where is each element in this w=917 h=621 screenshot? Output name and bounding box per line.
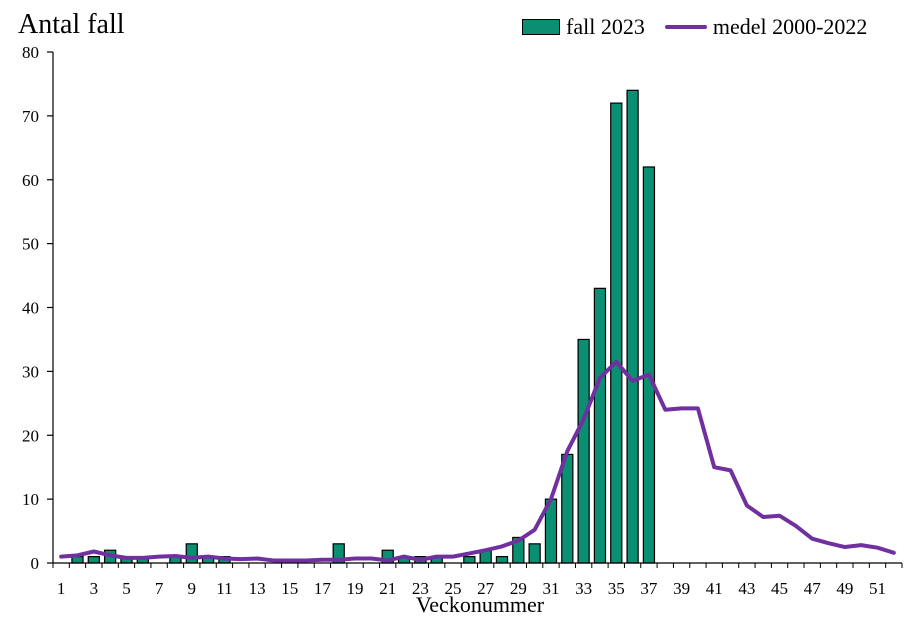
x-tick-label-7: 7: [155, 579, 164, 598]
x-tick-label-43: 43: [738, 579, 755, 598]
y-tick-label-50: 50: [22, 235, 39, 254]
y-tick-label-0: 0: [31, 554, 40, 573]
bar-week-34: [593, 287, 607, 564]
bar-week-3: [87, 556, 100, 564]
x-tick-label-39: 39: [673, 579, 690, 598]
legend-bar-swatch: [522, 19, 560, 35]
bar-week-28: [495, 556, 509, 564]
y-tick-label-30: 30: [22, 362, 39, 381]
bar-week-33: [577, 338, 590, 564]
legend-label-line: medel 2000-2022: [712, 14, 868, 39]
x-tick-label-13: 13: [249, 579, 266, 598]
y-tick-label-20: 20: [22, 426, 39, 445]
x-tick-label-51: 51: [869, 579, 886, 598]
bar-week-26: [463, 556, 476, 564]
y-tick-label-80: 80: [22, 43, 39, 62]
bar-week-37: [642, 166, 656, 564]
x-tick-label-29: 29: [510, 579, 527, 598]
bar-week-36: [626, 89, 639, 564]
x-tick-label-9: 9: [188, 579, 197, 598]
x-tick-label-19: 19: [347, 579, 364, 598]
legend: fall 2023 medel 2000-2022: [522, 14, 867, 40]
legend-line-swatch: [664, 25, 707, 29]
legend-label-bars: fall 2023: [566, 14, 645, 39]
x-tick-label-35: 35: [608, 579, 625, 598]
x-tick-label-25: 25: [445, 579, 462, 598]
bar-week-9: [185, 543, 198, 564]
x-tick-label-31: 31: [542, 579, 559, 598]
x-tick-label-33: 33: [575, 579, 592, 598]
y-tick-label-70: 70: [22, 107, 39, 126]
y-axis-title: Antal fall: [18, 9, 125, 40]
x-tick-label-23: 23: [412, 579, 429, 598]
bar-week-32: [561, 453, 574, 564]
x-tick-label-21: 21: [379, 579, 396, 598]
x-tick-label-45: 45: [771, 579, 788, 598]
x-tick-label-41: 41: [706, 579, 723, 598]
y-tick-label-10: 10: [22, 490, 39, 509]
x-tick-label-49: 49: [836, 579, 853, 598]
x-tick-label-17: 17: [314, 579, 332, 598]
bar-week-35: [610, 102, 623, 564]
x-tick-label-5: 5: [122, 579, 131, 598]
y-tick-label-60: 60: [22, 171, 39, 190]
x-tick-label-15: 15: [281, 579, 298, 598]
x-tick-label-47: 47: [804, 579, 822, 598]
x-tick-label-11: 11: [216, 579, 232, 598]
y-tick-label-40: 40: [22, 299, 39, 318]
x-tick-label-27: 27: [477, 579, 495, 598]
x-tick-label-3: 3: [90, 579, 99, 598]
x-axis-title: Veckonummer: [415, 592, 545, 617]
line-series-medel: [59, 359, 896, 563]
x-tick-label-1: 1: [57, 579, 66, 598]
bar-week-30: [528, 543, 541, 564]
x-tick-label-37: 37: [640, 579, 658, 598]
